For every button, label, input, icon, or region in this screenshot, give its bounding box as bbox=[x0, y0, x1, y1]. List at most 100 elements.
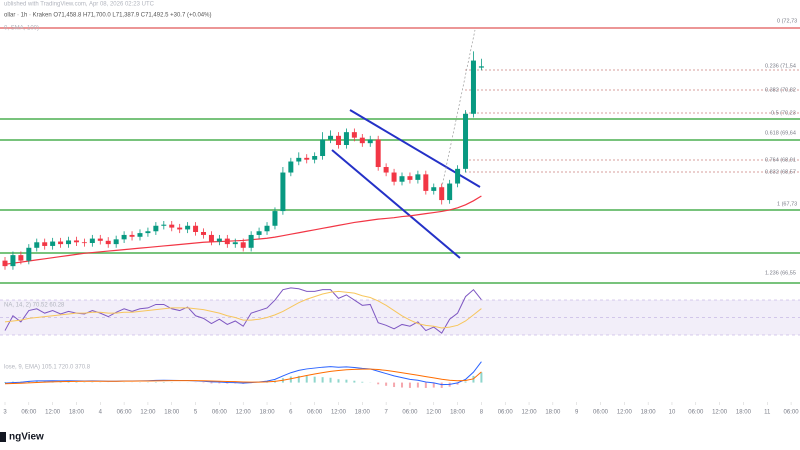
x-tick-label: 8 bbox=[480, 410, 484, 416]
candle-body bbox=[185, 225, 191, 230]
channel-line bbox=[331, 149, 461, 259]
candle-body bbox=[351, 132, 357, 138]
candle-body bbox=[240, 242, 246, 248]
candle-body bbox=[224, 238, 230, 245]
histogram-bar bbox=[226, 382, 229, 384]
candle-body bbox=[2, 260, 8, 267]
candle-body bbox=[343, 132, 349, 145]
candle-body bbox=[296, 157, 302, 162]
candle-body bbox=[193, 225, 199, 232]
candle-body bbox=[439, 187, 445, 201]
histogram-bar bbox=[416, 382, 419, 388]
histogram-bar bbox=[440, 382, 443, 388]
candle-body bbox=[463, 113, 469, 169]
candle-body bbox=[431, 187, 437, 191]
histogram-bar bbox=[305, 376, 308, 383]
candle-body bbox=[216, 238, 222, 242]
candle-body bbox=[26, 247, 32, 261]
x-tick-label: 06:00 bbox=[117, 410, 133, 416]
candle-body bbox=[399, 176, 405, 182]
x-tick-label: 06:00 bbox=[212, 410, 228, 416]
x-tick-label: 11 bbox=[764, 410, 771, 416]
histogram-bar bbox=[337, 379, 340, 383]
histogram-bar bbox=[4, 382, 7, 383]
candle-body bbox=[423, 174, 429, 191]
histogram-bar bbox=[321, 377, 324, 383]
x-tick-label: 9 bbox=[575, 410, 579, 416]
x-tick-label: 18:00 bbox=[260, 410, 276, 416]
fib-label: 1 (67,73 bbox=[777, 201, 797, 207]
candle-body bbox=[383, 167, 389, 173]
candle-body bbox=[248, 234, 254, 248]
x-tick-label: 4 bbox=[99, 410, 103, 416]
histogram-bar bbox=[361, 381, 364, 383]
histogram-bar bbox=[480, 372, 483, 383]
candle-body bbox=[407, 176, 413, 180]
x-tick-label: 18:00 bbox=[641, 410, 657, 416]
logo bbox=[0, 432, 6, 442]
x-tick-label: 12:00 bbox=[45, 410, 61, 416]
x-tick-label: 12:00 bbox=[236, 410, 252, 416]
x-tick-label: 18:00 bbox=[736, 410, 752, 416]
x-tick-label: 12:00 bbox=[617, 410, 633, 416]
histogram-bar bbox=[210, 382, 213, 384]
fib-label: 0.5 (70,23 bbox=[771, 110, 796, 116]
fib-label: 0.382 (70,82 bbox=[765, 87, 796, 93]
candle-body bbox=[201, 232, 207, 235]
fib-label: 0.236 (71,54 bbox=[765, 63, 796, 69]
x-tick-label: 10 bbox=[669, 410, 676, 416]
histogram-bar bbox=[432, 382, 435, 388]
candle-body bbox=[415, 174, 421, 180]
fib-label: 0.764 (68,91 bbox=[765, 157, 796, 163]
histogram-bar bbox=[329, 377, 332, 383]
macd-label: lose, 9, EMA) 105.1 720.0 370.8 bbox=[4, 365, 91, 371]
x-tick-label: 18:00 bbox=[355, 410, 371, 416]
indicator-line bbox=[4, 290, 482, 329]
candle-body bbox=[335, 135, 341, 145]
candle-body bbox=[153, 225, 159, 232]
x-tick-label: 06:00 bbox=[593, 410, 609, 416]
candle-body bbox=[359, 137, 365, 144]
x-tick-label: 18:00 bbox=[164, 410, 180, 416]
candle-body bbox=[81, 242, 87, 244]
candle-body bbox=[34, 242, 40, 248]
candle-body bbox=[256, 231, 262, 235]
candle-body bbox=[447, 183, 453, 201]
histogram-bar bbox=[377, 382, 380, 385]
x-tick-label: 06:00 bbox=[402, 410, 418, 416]
candle-body bbox=[121, 234, 127, 240]
histogram-bar bbox=[289, 376, 292, 383]
x-tick-label: 06:00 bbox=[307, 410, 323, 416]
x-tick-label: 06:00 bbox=[688, 410, 704, 416]
candle-body bbox=[177, 227, 183, 230]
candle-body bbox=[208, 234, 214, 242]
candle-body bbox=[50, 241, 56, 246]
candle-body bbox=[304, 157, 310, 160]
candle-body bbox=[66, 240, 72, 245]
candle-body bbox=[320, 139, 326, 157]
candle-body bbox=[97, 238, 103, 241]
x-tick-label: 12:00 bbox=[140, 410, 156, 416]
candle-body bbox=[328, 135, 334, 140]
candle-body bbox=[272, 211, 278, 226]
x-tick-label: 12:00 bbox=[522, 410, 538, 416]
x-tick-label: 5 bbox=[194, 410, 198, 416]
histogram-bar bbox=[67, 381, 70, 383]
candle-body bbox=[280, 172, 286, 212]
x-tick-label: 12:00 bbox=[331, 410, 347, 416]
histogram-bar bbox=[75, 382, 78, 383]
fib-label: 0 (72,73 bbox=[777, 18, 797, 24]
x-tick-label: 7 bbox=[384, 410, 388, 416]
x-tick-label: 12:00 bbox=[426, 410, 442, 416]
candle-body bbox=[391, 172, 397, 182]
candle-body bbox=[478, 66, 484, 68]
histogram-bar bbox=[408, 382, 411, 388]
histogram-bar bbox=[456, 382, 459, 385]
candle-body bbox=[232, 242, 238, 245]
candle-body bbox=[470, 60, 476, 114]
candle-body bbox=[58, 241, 64, 245]
histogram-bar bbox=[313, 376, 316, 383]
x-tick-label: 18:00 bbox=[545, 410, 561, 416]
